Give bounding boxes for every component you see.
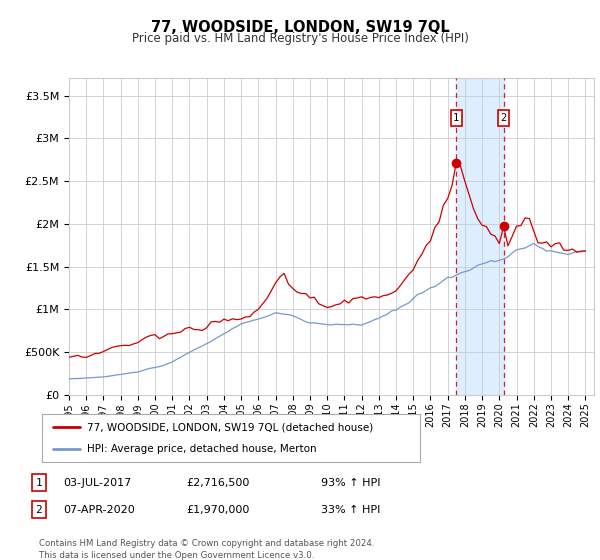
Text: £2,716,500: £2,716,500	[186, 478, 250, 488]
Text: 77, WOODSIDE, LONDON, SW19 7QL (detached house): 77, WOODSIDE, LONDON, SW19 7QL (detached…	[88, 422, 374, 432]
Text: 1: 1	[453, 113, 460, 123]
Text: Contains HM Land Registry data © Crown copyright and database right 2024.
This d: Contains HM Land Registry data © Crown c…	[39, 539, 374, 559]
Text: 77, WOODSIDE, LONDON, SW19 7QL: 77, WOODSIDE, LONDON, SW19 7QL	[151, 20, 449, 35]
Text: 1: 1	[35, 478, 43, 488]
Text: Price paid vs. HM Land Registry's House Price Index (HPI): Price paid vs. HM Land Registry's House …	[131, 32, 469, 45]
Text: 33% ↑ HPI: 33% ↑ HPI	[321, 505, 380, 515]
Text: 2: 2	[500, 113, 507, 123]
Text: 07-APR-2020: 07-APR-2020	[63, 505, 135, 515]
Text: 03-JUL-2017: 03-JUL-2017	[63, 478, 131, 488]
Text: 93% ↑ HPI: 93% ↑ HPI	[321, 478, 380, 488]
Bar	[456, 78, 503, 395]
Text: HPI: Average price, detached house, Merton: HPI: Average price, detached house, Mert…	[88, 444, 317, 454]
Text: £1,970,000: £1,970,000	[186, 505, 250, 515]
Text: 2: 2	[35, 505, 43, 515]
